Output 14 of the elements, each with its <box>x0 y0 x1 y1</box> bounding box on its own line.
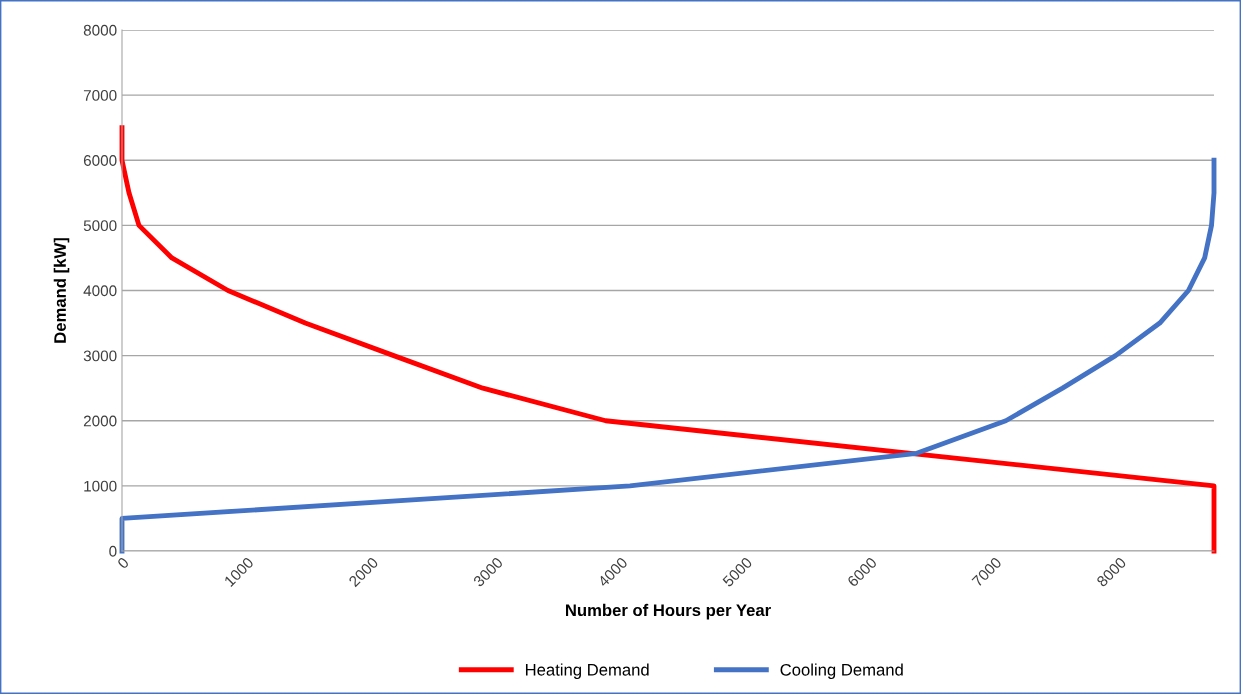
y-axis-title: Demand [kW] <box>53 238 70 343</box>
y-tick-label: 4000 <box>83 285 117 297</box>
y-tick-label: 7000 <box>83 89 117 101</box>
y-tick-label: 6000 <box>83 155 117 166</box>
x-axis-title: Number of Hours per Year <box>565 603 771 620</box>
y-tick-label: 3000 <box>83 350 117 362</box>
legend-label: Cooling Demand <box>780 663 903 679</box>
y-tick-label: 5000 <box>83 220 117 232</box>
y-tick-label: 2000 <box>83 415 117 427</box>
y-tick-label: 1000 <box>84 480 117 492</box>
y-tick-label: 8000 <box>83 24 117 36</box>
x-tick-label: 0 <box>116 556 130 570</box>
legend-label: Heating Demand <box>525 663 649 679</box>
y-tick-label: 0 <box>109 545 117 557</box>
